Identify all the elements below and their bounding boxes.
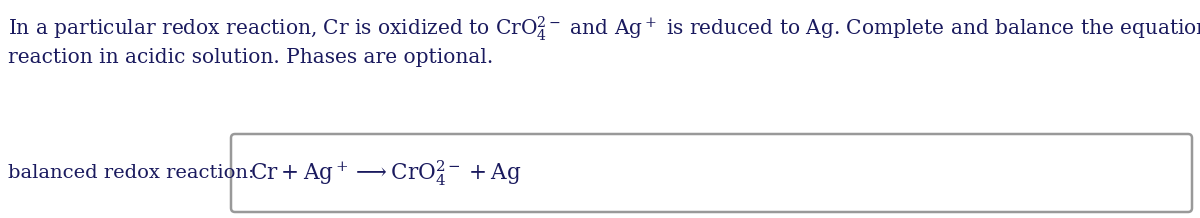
Text: balanced redox reaction:: balanced redox reaction:: [8, 164, 254, 182]
Text: reaction in acidic solution. Phases are optional.: reaction in acidic solution. Phases are …: [8, 48, 493, 67]
Text: In a particular redox reaction, Cr is oxidized to $\mathdefault{CrO_4^{2-}}$ and: In a particular redox reaction, Cr is ox…: [8, 14, 1200, 43]
Text: $\mathdefault{Cr + Ag^+ \longrightarrow CrO_4^{2-} + Ag}$: $\mathdefault{Cr + Ag^+ \longrightarrow …: [250, 158, 521, 188]
FancyBboxPatch shape: [230, 134, 1192, 212]
